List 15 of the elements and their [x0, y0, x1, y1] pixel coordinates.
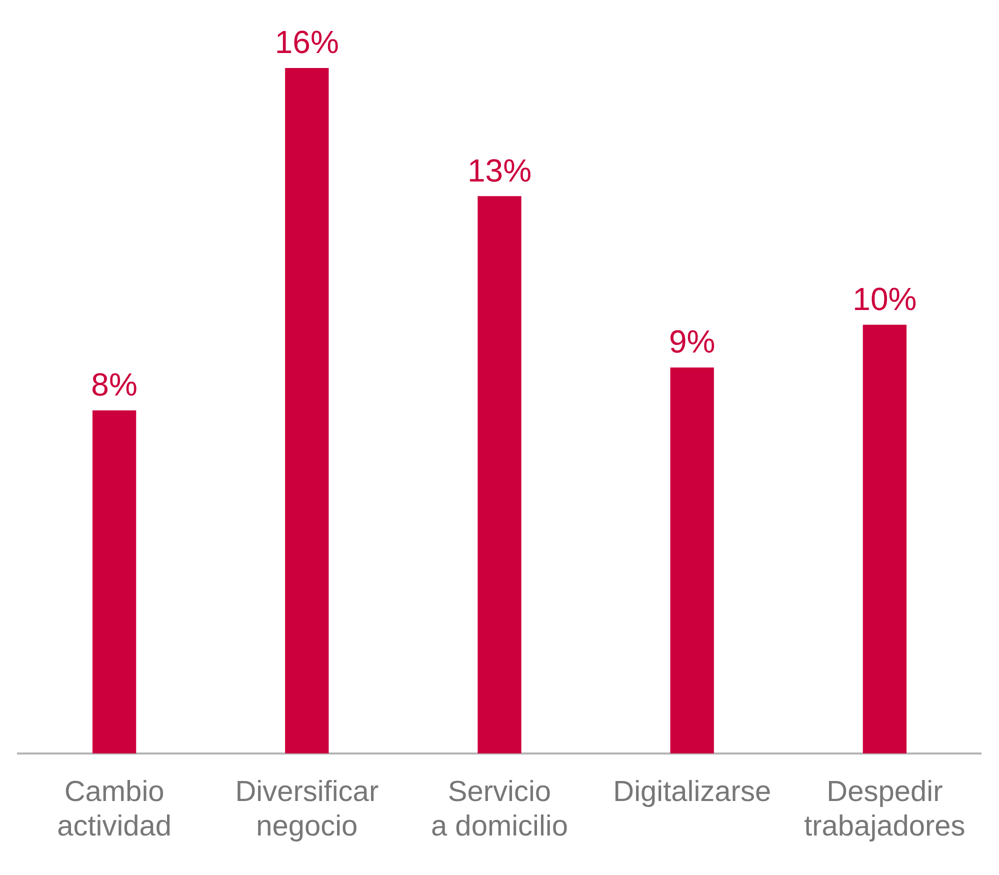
data-label: 8%: [91, 366, 138, 403]
bar: [670, 368, 714, 754]
data-label: 13%: [467, 152, 532, 188]
x-tick-label: Digitalizarse: [613, 776, 772, 808]
bar: [478, 196, 522, 754]
x-tick-label: Despedir trabajadores: [804, 776, 966, 843]
data-label: 10%: [852, 280, 917, 317]
x-tick-label: Diversificar negocio: [235, 776, 379, 843]
x-tick-label: Cambio actividad: [57, 776, 172, 843]
bar: [862, 324, 907, 754]
data-label: 9%: [668, 324, 716, 360]
bar: [92, 410, 136, 754]
x-tick-label: Servicio a domicilio: [431, 776, 568, 843]
bar: [285, 68, 329, 754]
data-label: 16%: [274, 24, 339, 60]
